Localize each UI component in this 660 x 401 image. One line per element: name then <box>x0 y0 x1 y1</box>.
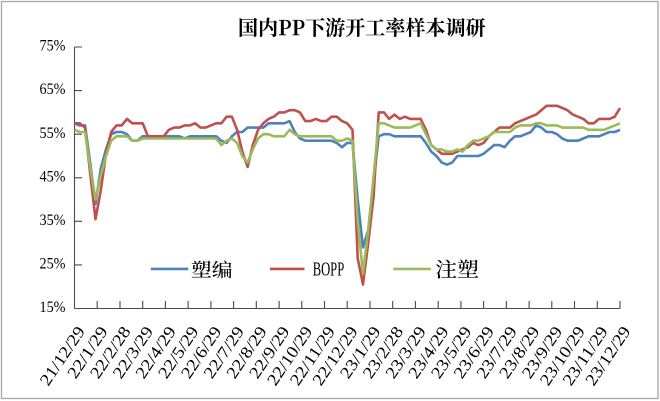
svg-text:25%: 25% <box>40 256 66 273</box>
svg-text:75%: 75% <box>40 38 66 55</box>
svg-text:BOPP: BOPP <box>313 259 345 281</box>
svg-text:15%: 15% <box>40 299 66 316</box>
svg-text:55%: 55% <box>40 125 66 142</box>
svg-text:45%: 45% <box>40 168 66 185</box>
svg-text:65%: 65% <box>40 81 66 98</box>
svg-text:35%: 35% <box>40 212 66 229</box>
